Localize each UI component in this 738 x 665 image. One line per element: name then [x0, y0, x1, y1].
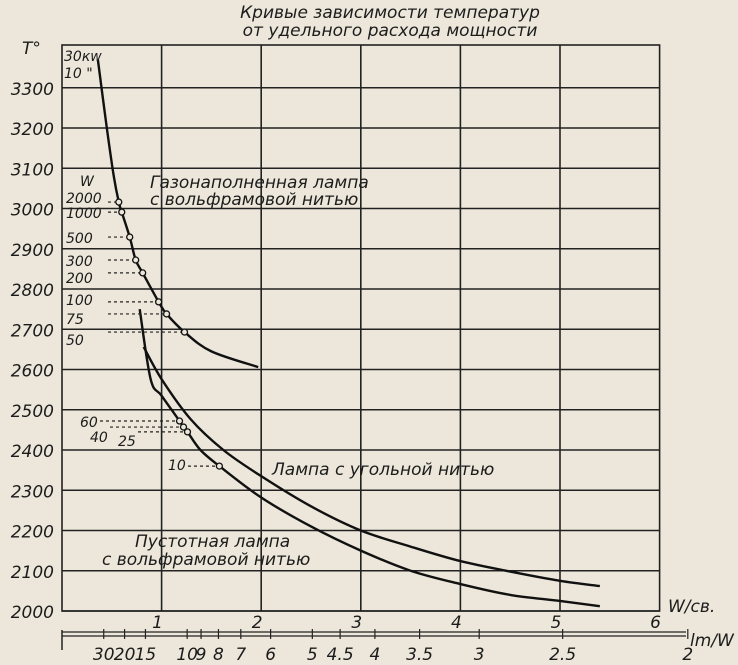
x2-tick-label: 4.5 [327, 645, 354, 665]
x2-tick-label: 2.5 [549, 645, 576, 665]
y-ticks: 2000 2100 2200 2300 2400 2500 2600 2700 2800 2900… [11, 80, 54, 623]
wattage-label: 75 [66, 312, 84, 328]
chart-title-line-2: от удельного расхода мощности [243, 21, 538, 41]
y-tick-label: 2000 [11, 603, 54, 623]
x-ticks: 1 2 3 4 5 6 [152, 613, 661, 633]
vacuum-lamp-label-1: Пустотная лампа [135, 532, 290, 552]
data-point-marker [183, 428, 192, 436]
x2-tick-label: 2 [682, 645, 693, 665]
x2-tick-label: 5 [307, 645, 318, 665]
y-tick-label: 2200 [11, 523, 54, 543]
gas-lamp-label-1: Газонаполненная лампа [150, 173, 369, 193]
data-point-marker [215, 462, 224, 470]
data-point-marker [154, 298, 163, 306]
data-point-marker [126, 233, 134, 241]
x2-tick-label: 3.5 [406, 645, 433, 665]
y-tick-label: 3200 [11, 120, 54, 140]
x2-tick-label: 10 [176, 645, 198, 665]
y-axis-label: T° [22, 39, 41, 59]
x2-tick-label: 4 [369, 645, 380, 665]
y-tick-label: 2700 [11, 321, 54, 341]
data-point-marker [139, 269, 147, 277]
data-point-marker [179, 423, 188, 431]
data-point-marker [118, 208, 126, 216]
wattage-label: 10 [168, 458, 186, 474]
y-tick-label: 2300 [11, 482, 54, 502]
wattage-label: 200 [66, 271, 93, 287]
x-tick-label: 3 [351, 613, 362, 633]
vacuum-tungsten-curve [138, 308, 600, 608]
gas-top-label-2: 10 " [64, 66, 93, 82]
x2-tick-label: 7 [235, 645, 246, 665]
y-tick-label: 2900 [11, 241, 54, 261]
data-point-marker [180, 328, 189, 336]
x-axis-label: W/св. [668, 597, 715, 617]
wattage-label: 1000 [66, 206, 102, 222]
x2-tick-label: 9 [196, 645, 207, 665]
chart-title-line-1: Кривые зависимости температур [240, 3, 540, 23]
x-tick-label: 2 [252, 613, 263, 633]
x2-tick-label: 30 [93, 645, 115, 665]
carbon-lamp-label: Лампа с угольной нитью [271, 460, 494, 480]
data-point-marker [115, 198, 123, 206]
wattage-label: 100 [66, 293, 93, 309]
x2-tick-label: 6 [265, 645, 276, 665]
x2-tick-label: 15 [135, 645, 157, 665]
vacuum-lamp-label-2: с вольфрамовой нитью [102, 550, 310, 570]
wattage-label: 40 [90, 430, 108, 446]
gas-top-label-1: 30кw [64, 49, 102, 65]
y-tick-label: 2500 [11, 402, 54, 422]
x2-tick-label: 3 [474, 645, 485, 665]
x-tick-label: 1 [152, 613, 163, 633]
wattage-label: 60 [80, 415, 98, 431]
carbon-filament-curve [142, 346, 600, 588]
lumen-per-watt-axis: 30 20 15 109 8 7 6 5 4.5 4 3.5 3 2.5 2 [61, 629, 693, 665]
gas-unit-label: W [80, 174, 95, 190]
grid [61, 44, 661, 612]
x-tick-label: 5 [551, 613, 562, 633]
x-tick-label: 6 [650, 613, 661, 633]
gas-lamp-label-2: с вольфрамовой нитью [150, 190, 358, 210]
wattage-label: 2000 [66, 191, 102, 207]
data-point-marker [175, 417, 184, 425]
y-tick-label: 2100 [11, 563, 54, 583]
y-tick-label: 3000 [11, 201, 54, 221]
y-tick-label: 2400 [11, 442, 54, 462]
y-tick-label: 3100 [11, 160, 54, 180]
y-tick-label: 2800 [11, 281, 54, 301]
data-point-marker [132, 256, 140, 264]
wattage-label: 500 [66, 231, 93, 247]
wattage-label: 50 [66, 333, 84, 349]
y-tick-label: 3300 [11, 80, 54, 100]
x-tick-label: 4 [451, 613, 462, 633]
y-tick-label: 2600 [11, 362, 54, 382]
data-point-marker [162, 310, 171, 318]
wattage-label: 300 [66, 254, 93, 270]
wattage-label: 25 [118, 434, 136, 450]
x2-tick-label: 20 [114, 645, 136, 665]
x2-axis-label: lm/W [690, 631, 735, 651]
x2-tick-label: 8 [213, 645, 224, 665]
curves [96, 59, 600, 608]
